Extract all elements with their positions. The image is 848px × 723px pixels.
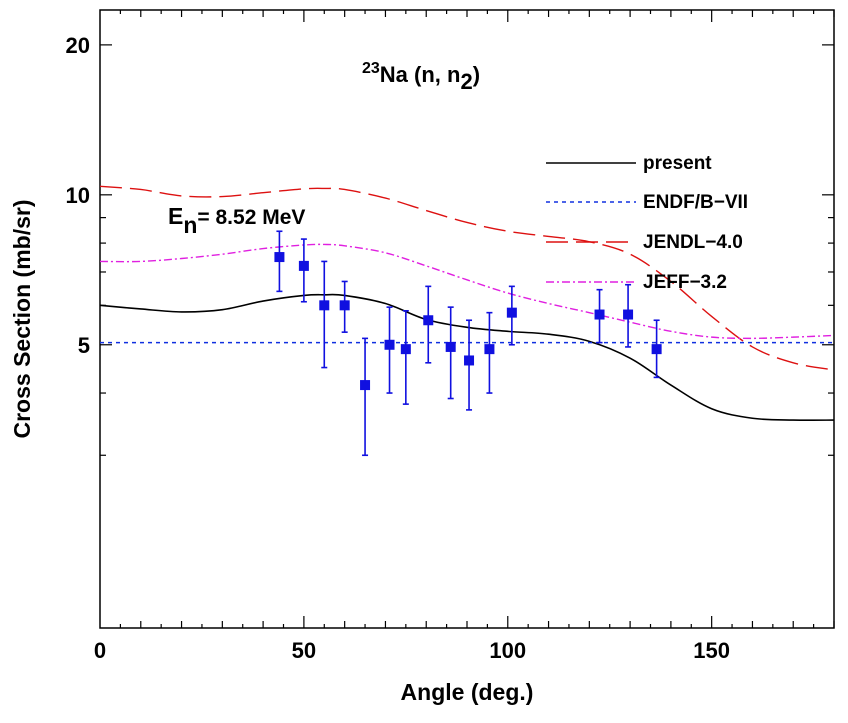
y-tick-label-10: 10 bbox=[66, 183, 90, 208]
reaction-subscript: 2 bbox=[460, 69, 472, 94]
energy-symbol: E bbox=[168, 203, 183, 229]
series-line-2 bbox=[99, 185, 835, 371]
data-point-1 bbox=[298, 260, 309, 271]
data-point-7 bbox=[423, 315, 434, 326]
data-point-9 bbox=[464, 355, 475, 366]
data-point-10 bbox=[484, 344, 495, 355]
x-tick-label-50: 50 bbox=[292, 638, 316, 663]
legend-label-jeff: JEFF−3.2 bbox=[643, 272, 727, 293]
data-point-2 bbox=[319, 300, 330, 311]
y-tick-label-5: 5 bbox=[78, 333, 90, 358]
x-tick-label-100: 100 bbox=[489, 638, 526, 663]
series-lines bbox=[99, 185, 835, 422]
legend-label-present: present bbox=[643, 153, 712, 174]
energy-subscript: n bbox=[183, 212, 197, 238]
x-tick-label-150: 150 bbox=[693, 638, 730, 663]
x-tick-labels: 0 50 100 150 bbox=[94, 638, 730, 663]
data-point-5 bbox=[384, 339, 395, 350]
legend-label-jendl: JENDL−4.0 bbox=[643, 232, 743, 253]
energy-value: = 8.52 MeV bbox=[197, 206, 305, 229]
data-point-13 bbox=[623, 309, 634, 320]
mass-number: 23 bbox=[362, 60, 380, 77]
y-axis-title: Cross Section (mb/sr) bbox=[9, 200, 35, 439]
x-axis-title: Angle (deg.) bbox=[401, 679, 534, 705]
data-point-14 bbox=[651, 344, 662, 355]
data-point-3 bbox=[339, 300, 350, 311]
data-point-4 bbox=[360, 380, 371, 391]
series-line-0 bbox=[99, 293, 835, 422]
element-symbol: Na bbox=[380, 62, 409, 87]
reaction-text: (n, n bbox=[408, 62, 461, 87]
plot-frame bbox=[99, 9, 835, 629]
x-tick-label-0: 0 bbox=[94, 638, 106, 663]
data-point-8 bbox=[445, 341, 456, 352]
axis-ticks bbox=[100, 10, 835, 628]
data-point-6 bbox=[400, 344, 411, 355]
data-points bbox=[274, 230, 662, 457]
data-point-0 bbox=[274, 252, 285, 263]
y-tick-labels: 5 10 20 bbox=[66, 33, 90, 358]
data-point-12 bbox=[594, 309, 605, 320]
energy-label: En= 8.52 MeV bbox=[168, 203, 305, 238]
reaction-title: 23Na (n, n2) bbox=[362, 60, 480, 94]
legend: present ENDF/B−VII JENDL−4.0 JEFF−3.2 bbox=[546, 153, 748, 293]
reaction-close: ) bbox=[473, 62, 480, 87]
legend-label-endf: ENDF/B−VII bbox=[643, 192, 748, 213]
y-tick-label-20: 20 bbox=[66, 33, 90, 58]
data-point-11 bbox=[506, 307, 517, 318]
